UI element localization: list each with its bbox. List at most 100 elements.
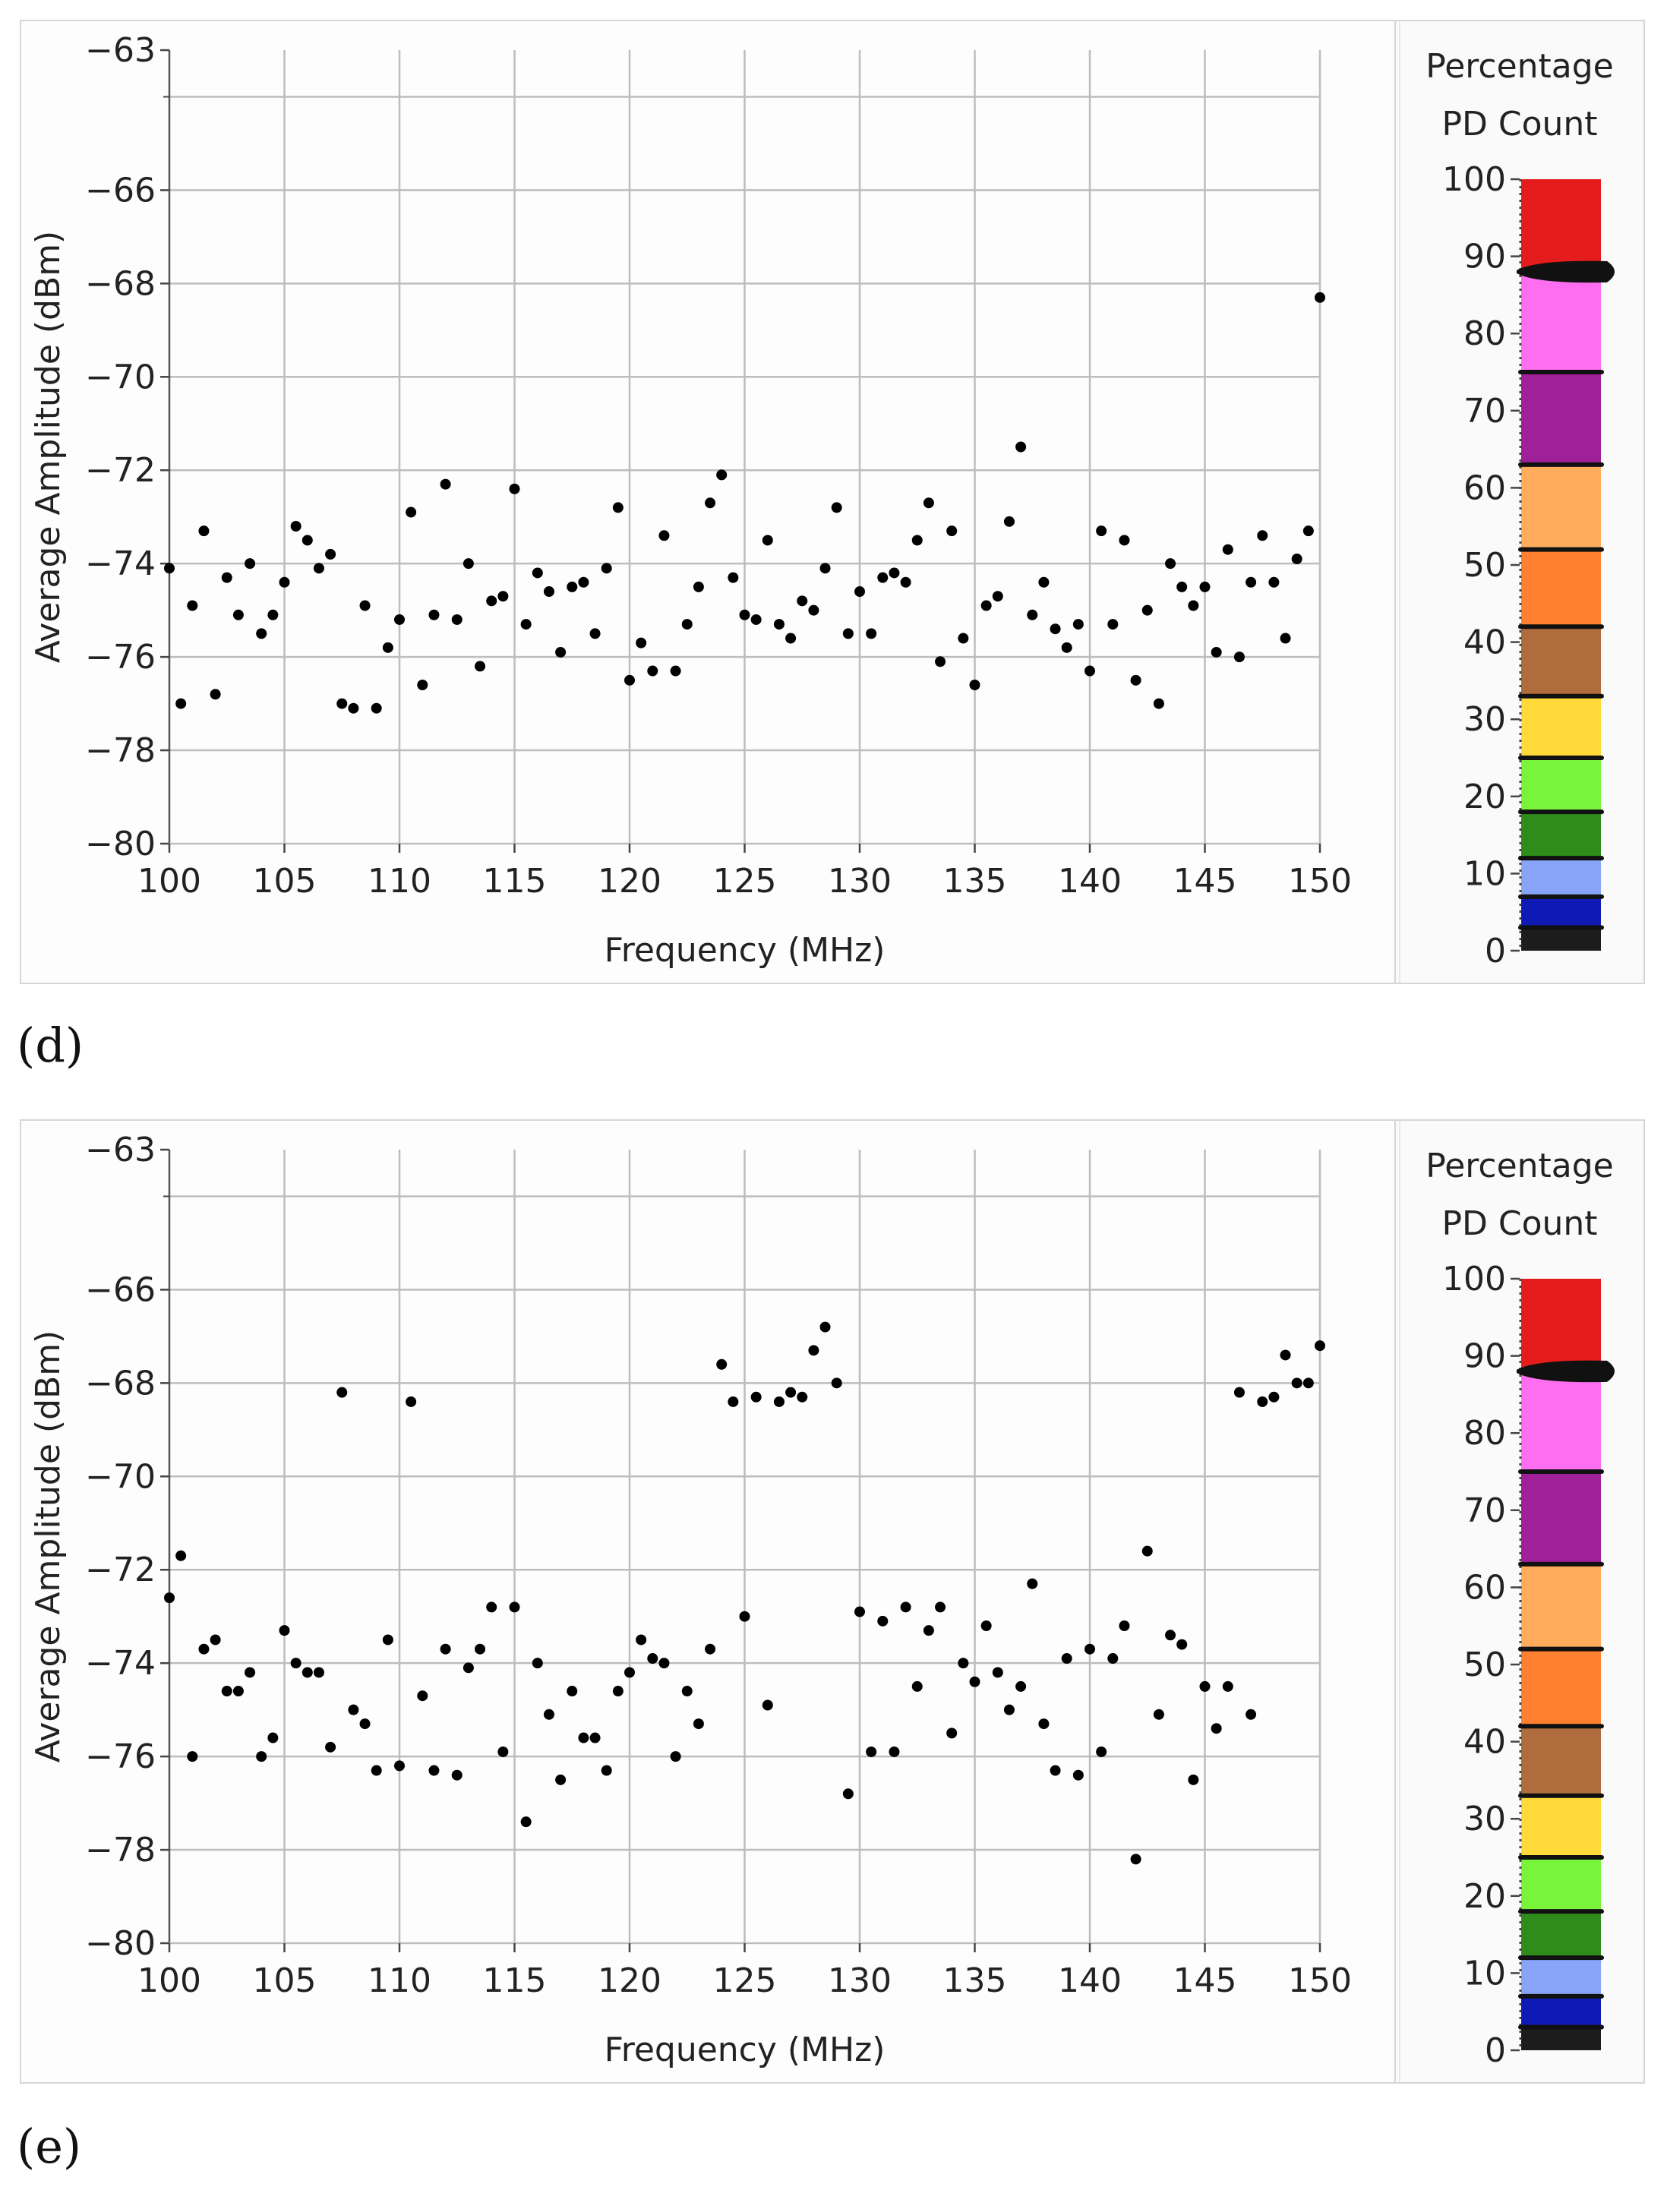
data-point (221, 572, 232, 583)
data-point (210, 1634, 221, 1646)
data-point (1015, 441, 1027, 453)
data-point (1119, 1620, 1130, 1631)
data-point (302, 535, 313, 546)
data-point (750, 1391, 762, 1403)
data-point (854, 586, 865, 598)
data-point (463, 558, 474, 570)
data-point (958, 1658, 969, 1669)
data-point (221, 1686, 232, 1697)
data-point (463, 1662, 474, 1674)
y-tick-label: −80 (85, 825, 156, 863)
data-point (1141, 1545, 1153, 1557)
data-point (256, 1751, 267, 1762)
data-point (842, 628, 854, 639)
data-point (313, 1667, 324, 1678)
y-tick-label: −66 (85, 171, 156, 210)
legend-color-band (1521, 858, 1601, 897)
y-tick-label: −76 (85, 638, 156, 677)
legend-divider-handle (1518, 1561, 1604, 1567)
data-point (1153, 1709, 1164, 1720)
data-point (1027, 609, 1038, 620)
data-point (1084, 665, 1095, 677)
data-point (716, 469, 728, 481)
y-tick-label: −70 (85, 358, 156, 396)
legend-color-band (1521, 927, 1601, 951)
legend-color-band (1521, 758, 1601, 813)
panel-d: −63 −66 −68 −70 −72 −74 −76 −78 −80 100 105 110 115 1… (20, 20, 1645, 984)
data-point (1302, 1377, 1314, 1389)
x-tick-label: 110 (368, 862, 431, 901)
data-point (509, 1601, 520, 1613)
grid-lines (169, 50, 1321, 844)
data-point (1280, 633, 1291, 644)
data-point (440, 478, 451, 490)
data-point (1315, 292, 1325, 303)
legend-tick-label: 0 (1485, 2031, 1506, 2070)
legend-tick-label: 10 (1463, 1954, 1506, 1993)
x-tick-label: 125 (713, 1961, 777, 2000)
data-point (256, 628, 267, 639)
data-point (371, 1765, 382, 1776)
data-point (1315, 1340, 1325, 1352)
data-point (636, 637, 647, 648)
data-point (1188, 1774, 1199, 1785)
legend-divider-handle (1518, 1855, 1604, 1860)
data-point (1165, 558, 1176, 570)
data-point (1107, 619, 1119, 630)
y-tick-label: −76 (85, 1737, 156, 1776)
data-point (1268, 576, 1280, 588)
legend-tick-label: 30 (1463, 1800, 1506, 1838)
x-tick-label: 100 (137, 1961, 201, 2000)
data-point (658, 1658, 670, 1669)
x-tick-label: 135 (943, 1961, 1007, 2000)
y-axis-title: Average Amplitude (dBm) (29, 1330, 68, 1762)
data-point (175, 698, 187, 709)
data-point (911, 535, 923, 546)
legend-color-band (1521, 372, 1601, 465)
legend-divider-handle (1518, 1909, 1604, 1914)
legend-tick-label: 70 (1463, 1491, 1506, 1530)
data-point (1130, 674, 1141, 686)
legend-title-line2: PD Count (1441, 105, 1597, 144)
data-point (1246, 576, 1257, 588)
legend-color-band (1521, 1958, 1601, 1996)
data-point (520, 1816, 532, 1828)
data-point (705, 1643, 716, 1655)
legend-tick-label: 30 (1463, 700, 1506, 739)
data-point (1211, 646, 1222, 658)
data-point (693, 581, 704, 592)
data-point (705, 497, 716, 509)
legend-divider-handle (1518, 1469, 1604, 1474)
legend-tick-label: 90 (1463, 1337, 1506, 1376)
legend-title-line2: PD Count (1441, 1204, 1597, 1243)
data-point (290, 1658, 302, 1669)
legend-color-band (1521, 1857, 1601, 1912)
data-point (245, 558, 256, 570)
data-point (601, 563, 612, 574)
legend-color-band (1521, 1472, 1601, 1564)
data-point (946, 525, 958, 537)
data-point (958, 633, 969, 644)
x-tick-label: 130 (828, 1961, 892, 2000)
panel-e: −63 −66 −68 −70 −72 −74 −76 −78 −80 100 105 110 115 1… (20, 1119, 1645, 2084)
data-point (1188, 600, 1199, 611)
data-point (728, 572, 739, 583)
data-point (394, 614, 405, 625)
legend-color-band (1521, 1911, 1601, 1958)
data-point (164, 563, 175, 574)
data-point (866, 628, 877, 639)
data-point (578, 1732, 589, 1743)
x-tick-label: 105 (253, 862, 317, 901)
legend-divider-handle (1518, 894, 1604, 899)
data-point (567, 1686, 578, 1697)
data-point (187, 1751, 198, 1762)
data-point (232, 1686, 244, 1697)
data-point (1141, 604, 1153, 616)
data-point (1061, 1653, 1072, 1665)
legend-tick-label: 80 (1463, 314, 1506, 353)
data-point (417, 680, 428, 690)
data-point (762, 1699, 773, 1711)
legend-divider-handle (1518, 925, 1604, 930)
